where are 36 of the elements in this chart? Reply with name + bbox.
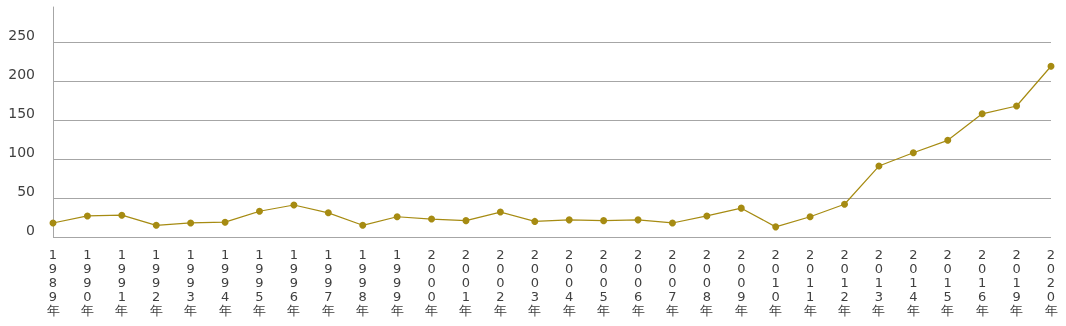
x-tick-label: 2020年 <box>1044 246 1058 318</box>
x-tick-label: 2007年 <box>665 246 679 318</box>
y-tick-label: 150 <box>8 105 35 122</box>
x-tick-label: 1991年 <box>115 246 129 318</box>
x-tick-label: 1996年 <box>287 246 301 318</box>
x-tick-label: 1990年 <box>80 246 94 318</box>
x-tick-label: 2005年 <box>597 246 611 318</box>
x-tick-label: 2009年 <box>734 246 748 318</box>
x-tick-label: 2008年 <box>700 246 714 318</box>
x-tick-label: 1995年 <box>252 246 266 318</box>
x-tick-label: 1997年 <box>321 246 335 318</box>
x-tick-label: 1993年 <box>184 246 198 318</box>
x-tick-label: 1998年 <box>356 246 370 318</box>
x-tick-label: 2000年 <box>425 246 439 318</box>
x-tick-label: 2013年 <box>872 246 886 318</box>
x-tick-label: 2001年 <box>459 246 473 318</box>
x-tick-label: 2019年 <box>1010 246 1024 318</box>
x-tick-label: 1992年 <box>149 246 163 318</box>
x-tick-label: 2004年 <box>562 246 576 318</box>
x-tick-label: 2015年 <box>941 246 955 318</box>
x-tick-label: 2016年 <box>975 246 989 318</box>
y-tick-label: 200 <box>8 66 35 83</box>
x-tick-label: 2006年 <box>631 246 645 318</box>
x-tick-label: 1989年 <box>46 246 60 318</box>
x-tick-label: 1994年 <box>218 246 232 318</box>
y-tick-label: 100 <box>8 144 35 161</box>
y-tick-label: 250 <box>8 27 35 44</box>
x-tick-label: 2003年 <box>528 246 542 318</box>
x-tick-label: 2014年 <box>906 246 920 318</box>
x-tick-label: 2002年 <box>493 246 507 318</box>
y-tick-label: 50 <box>17 183 35 200</box>
x-tick-label: 2010年 <box>769 246 783 318</box>
x-tick-label: 1999年 <box>390 246 404 318</box>
x-tick-label: 2012年 <box>838 246 852 318</box>
x-tick-label: 2011年 <box>803 246 817 318</box>
y-tick-label: 0 <box>26 222 35 238</box>
